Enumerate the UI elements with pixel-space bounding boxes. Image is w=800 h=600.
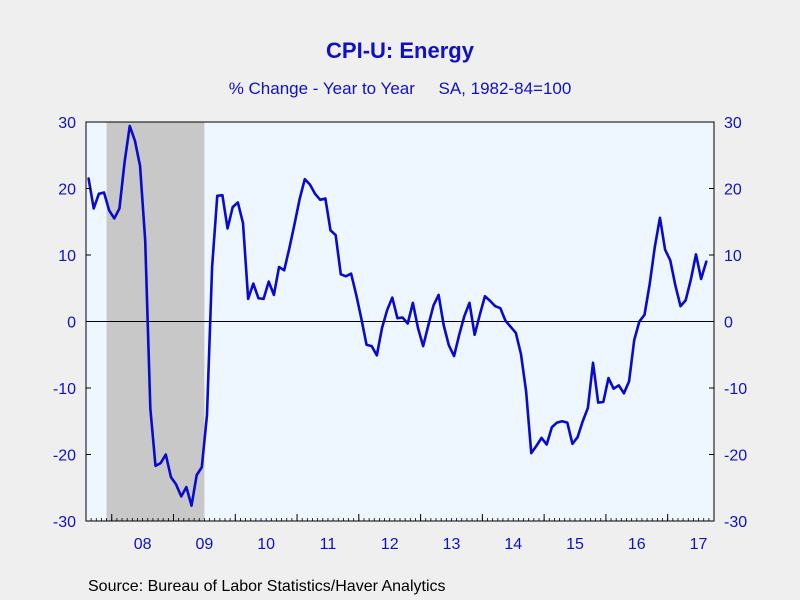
series-line-0 [87, 124, 708, 508]
x-tick-label: 11 [320, 536, 337, 553]
y-tick-label-right: -10 [724, 381, 747, 398]
chart-subtitle: % Change - Year to Year SA, 1982-84=100 [228, 79, 572, 98]
y-tick-label-left: -10 [53, 381, 76, 398]
right-y-axis: -30 -20 -10 0 10 20 30 [709, 115, 747, 531]
x-tick-label: 12 [381, 536, 399, 553]
x-tick-label: 13 [443, 536, 461, 553]
source-note: Source: Bureau of Labor Statistics/Haver… [88, 578, 446, 595]
y-tick-label-right: -20 [724, 448, 747, 465]
x-axis: 08 09 10 11 12 13 14 15 16 17 [85, 514, 710, 553]
x-tick-label: 14 [504, 536, 522, 553]
y-tick-label-left: 0 [67, 315, 76, 332]
chart-title: CPI-U: Energy [326, 38, 474, 63]
y-tick-label-left: 10 [58, 248, 76, 265]
x-tick-label: 09 [195, 536, 213, 553]
y-tick-label-right: 0 [724, 315, 733, 332]
y-tick-label-left: -20 [53, 448, 76, 465]
x-tick-label: 16 [628, 536, 646, 553]
y-tick-label-right: -30 [724, 514, 747, 531]
left-y-axis: -30 -20 -10 0 10 20 30 [53, 115, 91, 531]
y-tick-label-left: 20 [58, 182, 76, 199]
series-layer [87, 124, 708, 508]
x-tick-label: 17 [690, 536, 708, 553]
y-tick-label-right: 20 [724, 182, 742, 199]
y-tick-label-right: 10 [724, 248, 742, 265]
x-tick-label: 08 [134, 536, 152, 553]
y-tick-label-left: 30 [58, 115, 76, 132]
x-tick-label: 15 [566, 536, 584, 553]
y-tick-label-left: -30 [53, 514, 76, 531]
x-tick-label: 10 [257, 536, 275, 553]
y-tick-label-right: 30 [724, 115, 742, 132]
